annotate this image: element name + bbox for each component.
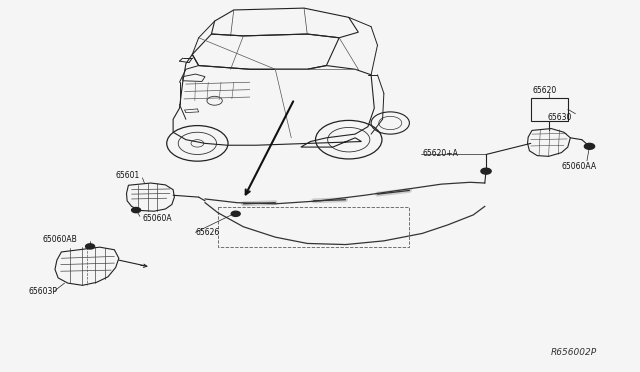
Circle shape [86, 244, 95, 249]
Circle shape [481, 168, 491, 174]
Circle shape [584, 143, 595, 149]
Text: 65060A: 65060A [143, 214, 172, 223]
Circle shape [231, 211, 240, 217]
Text: 65601: 65601 [116, 171, 140, 180]
Text: R656002P: R656002P [551, 348, 597, 357]
Bar [531, 98, 568, 121]
Circle shape [132, 208, 141, 213]
Text: 65620: 65620 [532, 86, 556, 95]
Text: 65620+A: 65620+A [422, 149, 458, 158]
Text: 65630: 65630 [547, 113, 572, 122]
Text: 65626: 65626 [195, 228, 220, 237]
Text: 65060AA: 65060AA [561, 162, 596, 171]
Text: 65060AB: 65060AB [42, 235, 77, 244]
Text: 65603P: 65603P [29, 288, 58, 296]
